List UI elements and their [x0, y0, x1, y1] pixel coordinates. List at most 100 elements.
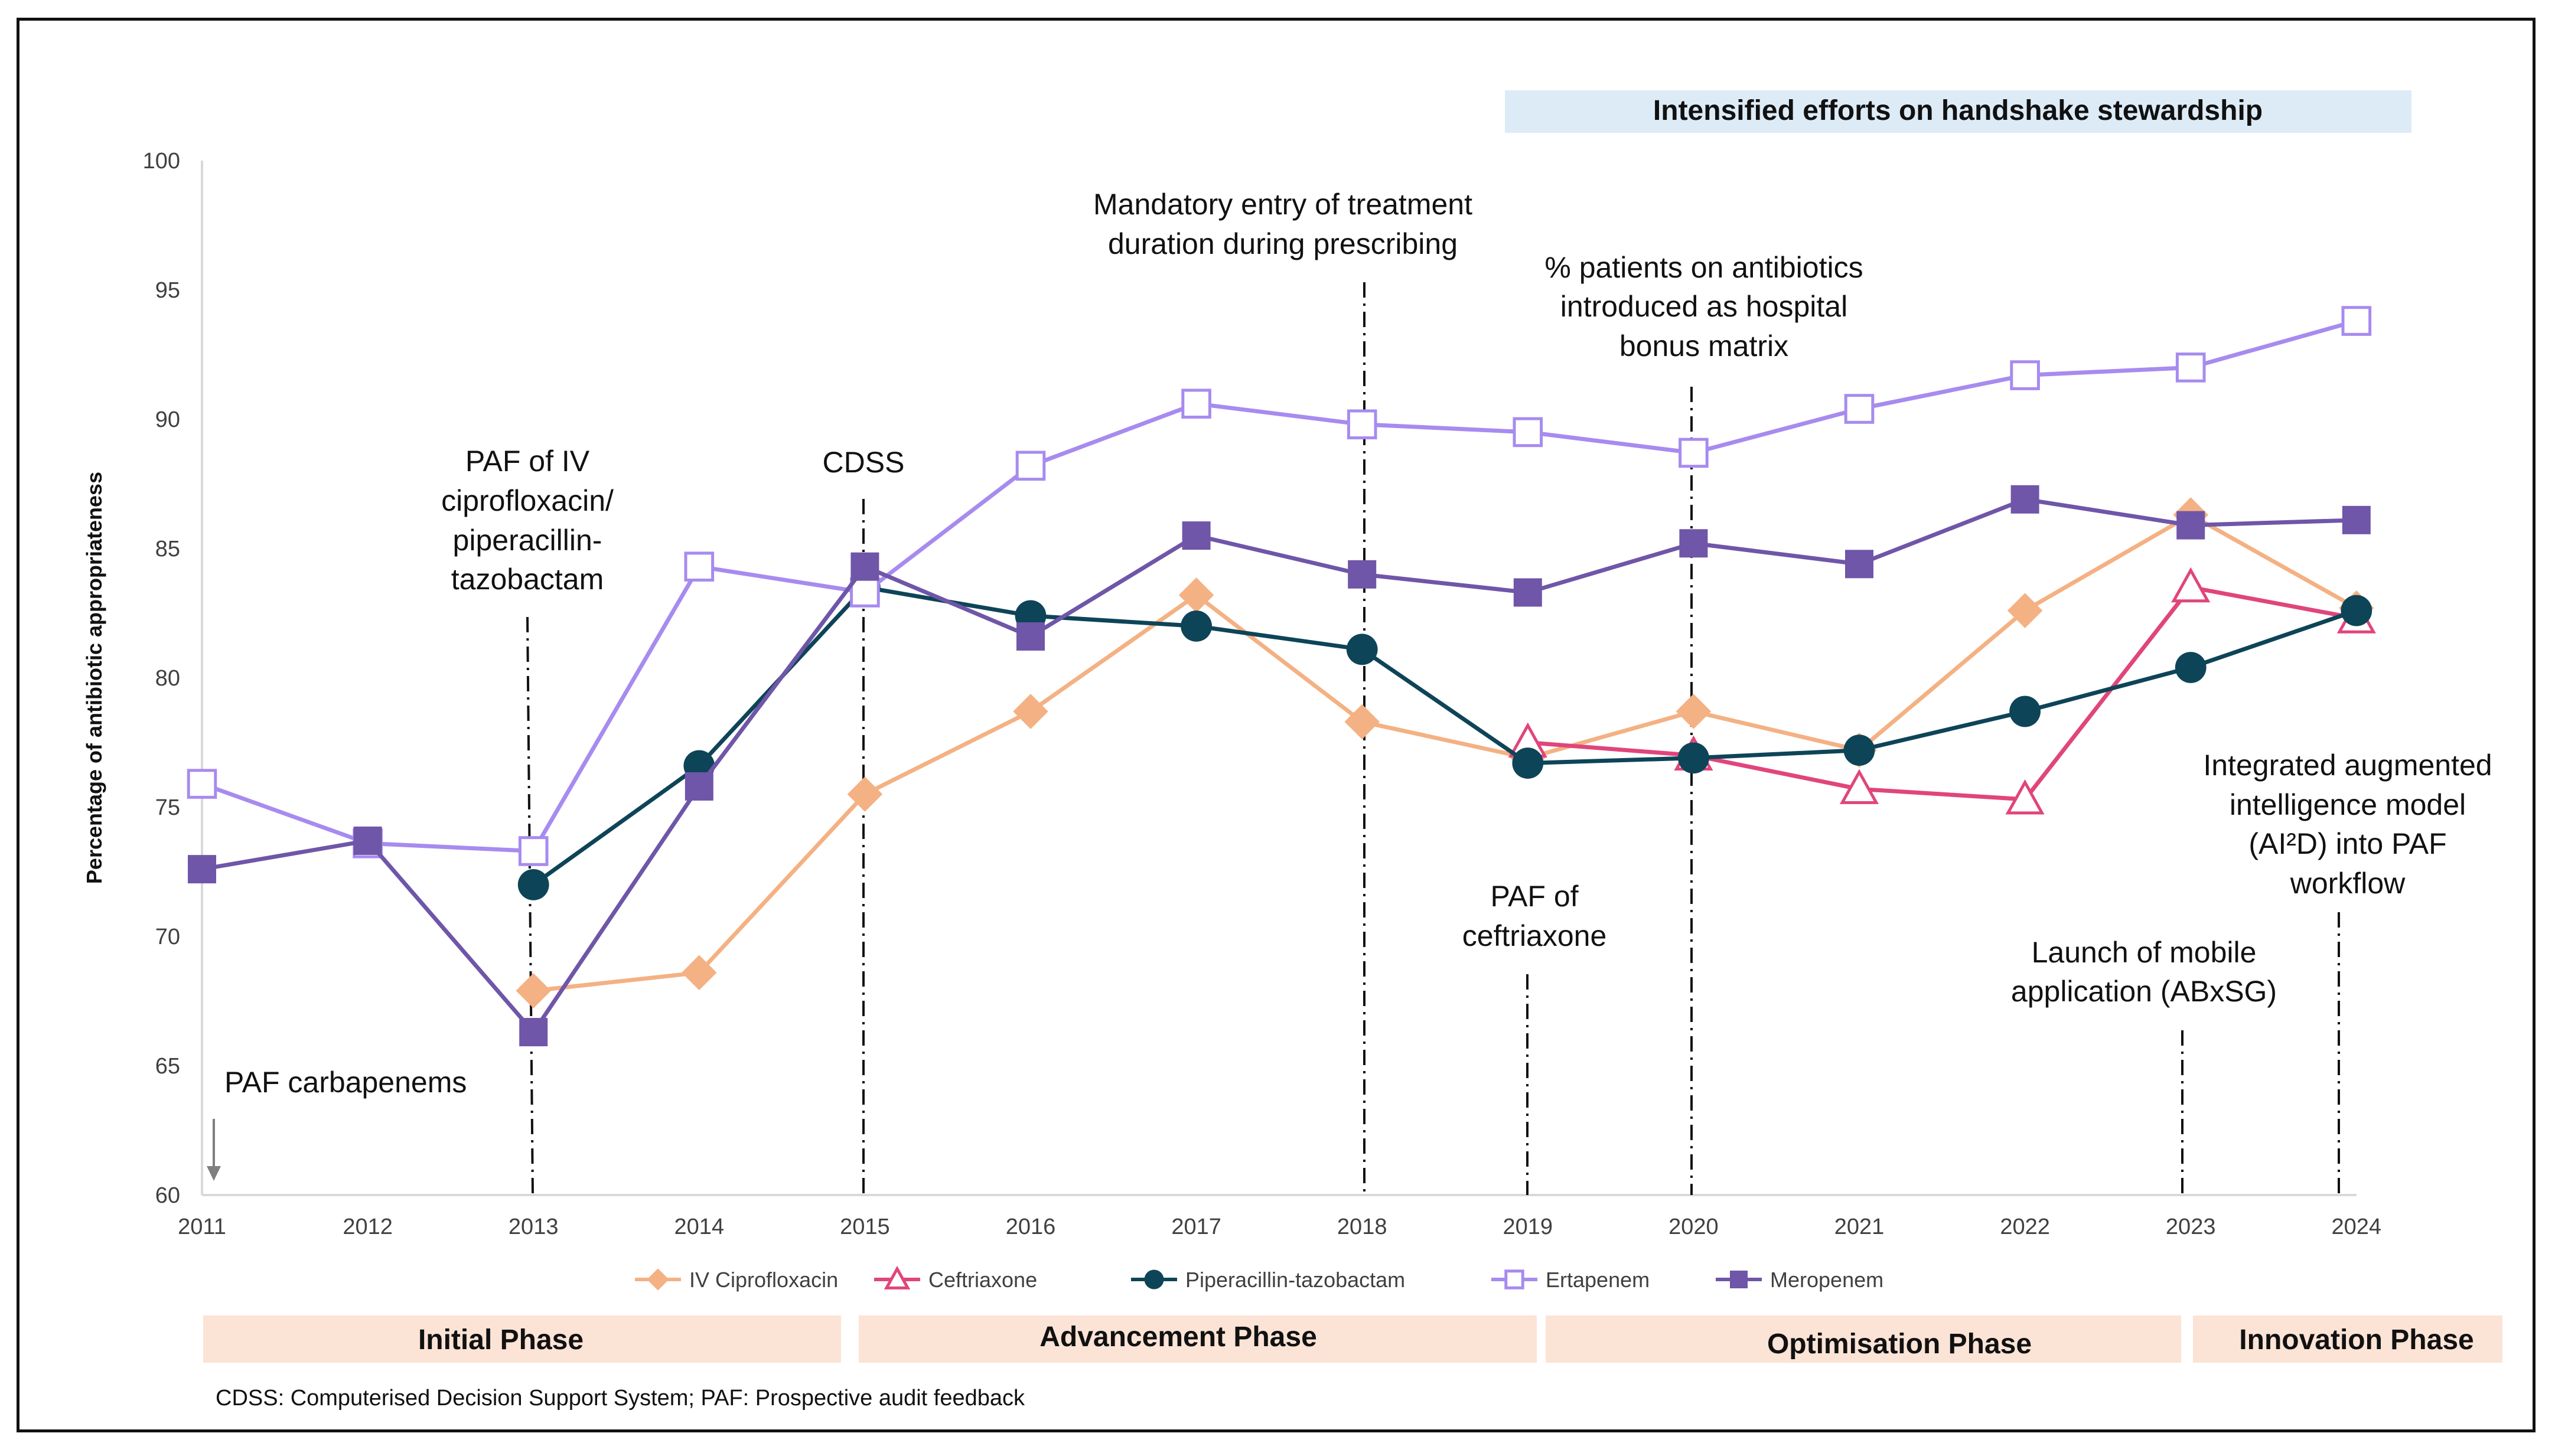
data-point: [1182, 521, 1211, 550]
data-point: [2341, 306, 2372, 336]
x-tick-label: 2013: [509, 1215, 559, 1239]
phase-label-advancement: Advancement Phase: [1039, 1321, 1317, 1353]
data-point: [685, 772, 713, 801]
data-point: [1181, 389, 1211, 419]
x-tick-label: 2018: [1337, 1215, 1387, 1239]
x-tick-label: 2024: [2332, 1215, 2382, 1239]
banner-box: [1505, 90, 2411, 133]
data-point: [353, 826, 382, 855]
data-point: [850, 552, 879, 581]
x-tick-label: 2020: [1668, 1215, 1719, 1239]
data-point: [1678, 742, 1709, 774]
data-point: [1843, 734, 1875, 766]
annotation-paf-ceftriaxone-line-2: ceftriaxone: [1462, 919, 1607, 952]
series-ertapenem: [187, 306, 2372, 866]
x-tick-label: 2023: [2166, 1215, 2216, 1239]
banner-text: Intensified efforts on handshake steward…: [1653, 95, 2263, 126]
data-point: [1845, 550, 1873, 579]
data-point: [1181, 611, 1212, 642]
annotation-mandatory-line-2: duration during prescribing: [1108, 227, 1458, 260]
series-line: [201, 497, 2357, 1036]
annotation-mobile: Launch of mobile application (ABxSG): [2011, 936, 2277, 1008]
x-tick-label: 2022: [2000, 1215, 2050, 1239]
data-point: [1344, 704, 1380, 740]
data-point: [850, 577, 880, 608]
annotation-paf-ceftriaxone: PAF of ceftriaxone: [1462, 880, 1607, 952]
chart-frame: [17, 18, 2536, 1432]
x-tick-label: 2016: [1006, 1215, 1056, 1239]
annotation-paf-cipro-line-4: tazobactam: [451, 563, 604, 596]
y-tick-label: 80: [155, 666, 180, 691]
data-point: [188, 855, 216, 884]
annotation-mobile-line-2: application (ABxSG): [2011, 975, 2277, 1008]
data-point: [847, 776, 883, 812]
data-point: [1512, 747, 1544, 779]
data-point: [517, 869, 549, 900]
data-point: [1178, 577, 1214, 613]
data-point: [519, 1018, 548, 1047]
data-point: [2171, 567, 2211, 603]
annotation-ai2d-line-1: Integrated augmented: [2203, 749, 2492, 782]
legend-item: IV Ciprofloxacin: [635, 1268, 838, 1292]
y-tick-labels: 60 65 70 75 80 85 90 95 100: [143, 149, 180, 1208]
data-point: [2005, 779, 2045, 815]
x-tick-label: 2012: [343, 1215, 393, 1239]
legend-label: Piperacillin-tazobactam: [1185, 1268, 1405, 1292]
legend-marker: [1144, 1269, 1164, 1289]
annotation-bonus: % patients on antibiotics introduced as …: [1544, 251, 1863, 363]
data-point: [2009, 696, 2041, 727]
data-point: [516, 973, 551, 1008]
data-point: [1679, 438, 1709, 468]
legend: IV Ciprofloxacin Ceftriaxone Piperacillin-…: [635, 1265, 1883, 1292]
annotation-paf-cipro-line-3: piperacillin-: [453, 524, 602, 557]
data-point: [2010, 485, 2039, 514]
paf-carbapenems-arrowhead: [207, 1166, 221, 1181]
annotation-paf-carbapenems: PAF carbapenems: [224, 1066, 467, 1099]
phase-box-optimisation: [1546, 1315, 2181, 1363]
legend-marker: [1730, 1271, 1748, 1288]
annotation-ai2d: Integrated augmented intelligence model …: [2203, 749, 2492, 900]
phase-label-initial: Initial Phase: [418, 1324, 584, 1356]
legend-marker: [1504, 1269, 1524, 1289]
x-tick-label: 2019: [1503, 1215, 1553, 1239]
y-tick-label: 75: [155, 795, 180, 820]
legend-item: Ceftriaxone: [874, 1265, 1037, 1292]
data-point: [1013, 694, 1048, 729]
data-point: [1346, 634, 1378, 665]
x-tick-label: 2017: [1171, 1215, 1221, 1239]
data-point: [682, 955, 717, 991]
legend-item: Piperacillin-tazobactam: [1131, 1268, 1405, 1292]
y-tick-label: 65: [155, 1054, 180, 1079]
series-line: [201, 319, 2357, 854]
x-tick-label: 2011: [178, 1215, 226, 1239]
y-tick-label: 85: [155, 537, 180, 561]
data-point: [1348, 560, 1377, 589]
data-point: [1513, 417, 1543, 448]
annotation-paf-cipro: PAF of IV ciprofloxacin/ piperacillin- t…: [441, 445, 614, 596]
legend-item: Meropenem: [1716, 1268, 1883, 1292]
x-tick-label: 2021: [1834, 1215, 1885, 1239]
annotation-ai2d-line-2: intelligence model: [2230, 788, 2466, 821]
data-point: [2175, 652, 2207, 683]
legend-label: Ceftriaxone: [928, 1268, 1037, 1292]
annotation-bonus-line-3: bonus matrix: [1619, 329, 1788, 363]
data-point: [2175, 352, 2206, 383]
x-tick-label: 2015: [840, 1215, 890, 1239]
data-point: [2010, 360, 2040, 390]
series-iv-ciprofloxacin: [516, 497, 2374, 1008]
data-point: [187, 769, 217, 799]
series-piperacillin-tazobactam: [517, 572, 2372, 900]
y-axis-label: Percentage of antibiotic appropriateness: [82, 472, 106, 884]
annotation-mandatory-line-1: Mandatory entry of treatment: [1093, 188, 1472, 221]
legend-item: Ertapenem: [1491, 1268, 1650, 1292]
data-point: [1676, 694, 1712, 729]
annotation-bonus-line-2: introduced as hospital: [1560, 290, 1847, 323]
y-tick-label: 60: [155, 1183, 180, 1208]
annotation-paf-ceftriaxone-line-1: PAF of: [1490, 880, 1578, 913]
data-point: [1015, 450, 1046, 481]
annotation-ai2d-line-3: (AI²D) into PAF: [2248, 827, 2446, 860]
y-tick-label: 70: [155, 925, 180, 949]
y-tick-label: 100: [143, 149, 180, 174]
y-tick-label: 90: [155, 407, 180, 432]
